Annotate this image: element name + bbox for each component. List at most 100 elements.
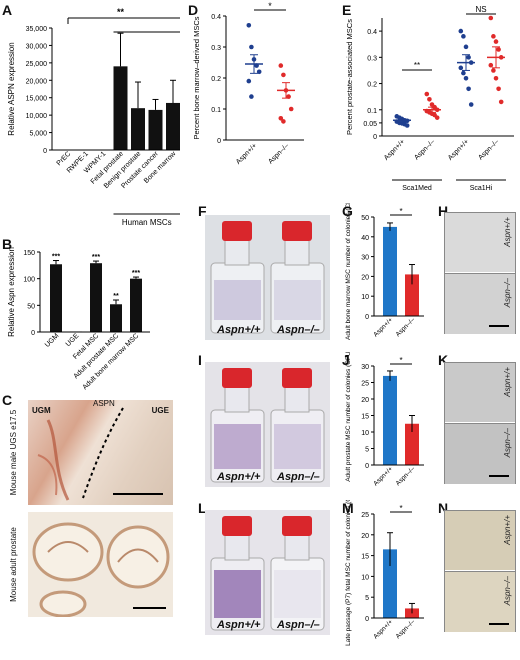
m-ytick-label: 0 [365, 616, 369, 623]
j-category-label: Aspn–/– [395, 465, 417, 487]
g-ytick-label: 0 [365, 314, 369, 321]
b-sig-label: *** [92, 254, 100, 261]
b-sig-label: *** [52, 254, 60, 261]
micro-k-top-label: Aspn+/+ [503, 367, 512, 397]
chart-g: 0 10 20 30 40 50 Adult bone marrow MSC number … [345, 203, 424, 340]
e-point [498, 99, 504, 105]
micro-n-bottom-label: Aspn–/– [503, 576, 512, 606]
e-point [463, 76, 469, 81]
d-point [246, 23, 252, 28]
j-ytick-label: 20 [361, 397, 369, 404]
chart-d: 0 0.1 0.2 0.3 0.4 Aspn+/+ Aspn–/– Percent bone … [192, 1, 304, 166]
scale-bar [489, 475, 509, 477]
e-point [491, 34, 496, 39]
j-bar [405, 423, 419, 465]
d-point [246, 78, 252, 84]
d-point [256, 69, 262, 75]
e-ytick-label: 0.4 [367, 29, 377, 36]
panel-label-h: H [438, 203, 449, 219]
ugs-side-label: Mouse male UGS e17.5 [9, 409, 18, 496]
j-sig-label: * [399, 356, 402, 365]
m-ytick-label: 5 [365, 595, 369, 602]
b-category-label: UGE [65, 332, 81, 348]
e-category-label: Aspn+/+ [383, 138, 406, 161]
flask-label-wt: Aspn+/+ [217, 471, 261, 483]
b-ylabel: Relative Aspn expression [7, 247, 16, 337]
g-ytick-label: 40 [361, 235, 369, 242]
m-ytick-label: 10 [361, 574, 369, 581]
d-point [249, 44, 254, 50]
g-ytick-label: 10 [361, 294, 369, 301]
d-sig-label: * [268, 1, 272, 11]
m-sig-label: * [399, 504, 402, 513]
micrograph-h: Aspn+/+ Aspn–/– [444, 212, 516, 334]
panel-label-f: F [198, 203, 207, 219]
micro-n-top-label: Aspn+/+ [503, 515, 512, 545]
ugm-label: UGM [32, 406, 51, 415]
a-bar [166, 102, 180, 150]
e-point [461, 34, 466, 39]
m-ytick-label: 20 [361, 533, 369, 540]
panel-label-g: G [342, 203, 353, 219]
panel-label-l: L [198, 500, 207, 516]
a-ytick-label: 20,000 [26, 78, 48, 85]
ugs-histology-image: UGM ASPN UGE [28, 400, 173, 505]
j-ytick-label: 15 [361, 414, 369, 421]
j-category-label: Aspn+/+ [372, 465, 394, 487]
e-point [434, 115, 440, 120]
j-ytick-label: 30 [361, 364, 369, 371]
aspn-label: ASPN [93, 400, 115, 408]
e-point [466, 86, 471, 92]
a-group-label: Human MSCs [122, 218, 172, 227]
uge-label: UGE [151, 406, 169, 415]
a-ytick-label: 35,000 [26, 26, 48, 33]
b-bar [90, 263, 102, 332]
e-ytick-label: 0.1 [367, 108, 377, 115]
panel-label-j: J [342, 352, 350, 368]
b-ytick-label: 0 [31, 330, 35, 337]
micro-h-bottom-label: Aspn–/– [503, 278, 512, 308]
flask-label-wt: Aspn+/+ [217, 324, 261, 336]
b-sig-label: *** [132, 270, 140, 277]
e-point [491, 68, 496, 73]
e-point [493, 39, 499, 44]
prostate-side-label: Mouse adult prostate [9, 527, 18, 602]
micrograph-k: Aspn+/+ Aspn–/– [444, 362, 516, 484]
d-category-label: Aspn–/– [267, 142, 290, 165]
g-ylabel: Adult bone marrow MSC number of colonies… [345, 203, 352, 340]
a-ytick-label: 25,000 [26, 61, 48, 68]
e-ytick-label: 0.3 [367, 55, 377, 62]
flask-photo-f: Aspn+/+ Aspn–/– [205, 215, 330, 340]
e-ytick-label: 0 [373, 134, 377, 141]
a-ytick-label: 0 [43, 148, 47, 155]
panel-label-k: K [438, 352, 449, 368]
panel-label-c: C [2, 392, 13, 408]
j-ytick-label: 25 [361, 381, 369, 388]
e-point [424, 91, 430, 97]
g-ytick-label: 50 [361, 215, 369, 222]
adult-prostate-histology-image [28, 512, 173, 617]
d-point [288, 106, 294, 112]
d-point [281, 119, 286, 124]
d-ylabel: Percent bone marrow–derived MSCs [192, 16, 201, 139]
chart-m: 0 5 10 15 20 25 Late passage (P7) fetal MSC nu… [345, 500, 424, 646]
e-point [496, 86, 501, 92]
e-point [468, 102, 474, 107]
a-category-label: Bone marrow [143, 150, 178, 185]
chart-a: 0 5,000 10,000 15,000 20,000 25,000 30,000 35,0… [7, 7, 180, 227]
scale-bar [489, 325, 509, 327]
d-ytick-label: 0.4 [211, 14, 221, 21]
d-ytick-label: 0.3 [211, 45, 221, 52]
j-bar [383, 375, 397, 465]
flask-photo-i: Aspn+/+ Aspn–/– [205, 362, 330, 487]
e-ylabel: Percent prostate-associated MSCs [345, 19, 354, 135]
m-ytick-label: 25 [361, 512, 369, 519]
e-point [461, 70, 466, 76]
d-ytick-label: 0 [217, 138, 221, 145]
a-bar [113, 66, 128, 150]
b-ytick-label: 50 [27, 303, 35, 310]
flask-photo-l: Aspn+/+ Aspn–/– [205, 510, 330, 635]
e-point [466, 55, 471, 60]
g-ytick-label: 20 [361, 274, 369, 281]
a-ytick-label: 15,000 [26, 96, 48, 103]
